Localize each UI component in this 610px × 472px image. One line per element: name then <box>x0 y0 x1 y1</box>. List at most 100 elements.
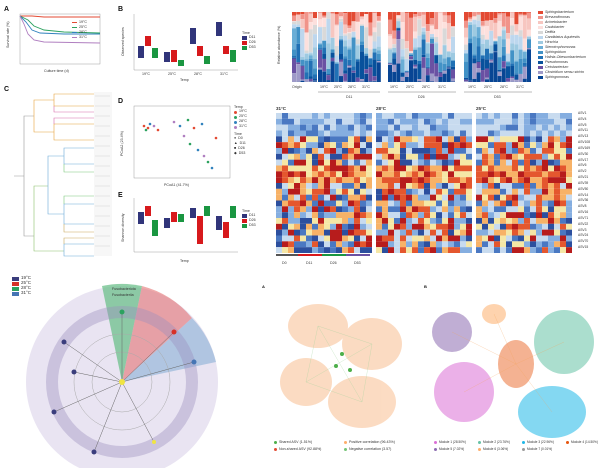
row-label: ASV16 <box>578 210 589 215</box>
heatmap-cell <box>454 229 460 236</box>
heatmap-cell <box>412 142 418 148</box>
heatmap-cell <box>400 223 406 230</box>
heatmap-cell <box>566 171 572 178</box>
stack-segment <box>464 79 468 82</box>
heatmap-cell <box>400 165 406 172</box>
stack-segment <box>417 81 422 82</box>
heatmap-cell <box>276 183 282 189</box>
stack-segment <box>514 24 519 32</box>
stack-segment <box>376 53 381 60</box>
heatmap-cell <box>448 235 454 242</box>
stack-segment <box>343 70 348 74</box>
heatmap-cell <box>500 159 506 166</box>
heatmap-cell <box>406 159 412 166</box>
heatmap-cell <box>418 165 424 172</box>
heatmap-cell <box>494 247 500 253</box>
stack-segment <box>308 58 313 61</box>
heatmap-cell <box>324 200 330 207</box>
heatmap-cell <box>388 118 394 125</box>
heatmap-cell <box>506 130 512 137</box>
heatmap-cell <box>394 194 400 201</box>
heatmap-cell <box>460 136 466 143</box>
stack-segment <box>497 20 502 37</box>
stack-segment <box>446 67 451 69</box>
heatmap-cell <box>454 148 460 154</box>
heatmap-cell <box>388 148 394 154</box>
heatmap-cell <box>454 153 460 160</box>
heatmap-cell <box>294 136 300 143</box>
heatmap-cell <box>476 136 482 143</box>
heatmap-cell <box>336 142 342 148</box>
stack-segment <box>364 55 369 70</box>
heatmap-cell <box>448 183 454 189</box>
heatmap-cell <box>312 229 318 236</box>
heatmap-cell <box>442 229 448 236</box>
stack-segment <box>501 55 506 62</box>
heatmap-cell <box>530 188 536 195</box>
heatmap-cell <box>494 142 500 148</box>
stack-segment <box>506 53 510 62</box>
heatmap-cell <box>530 212 536 218</box>
stack-segment <box>296 64 301 82</box>
heatmap-cell <box>560 177 566 183</box>
heatmap-cell <box>324 159 330 166</box>
heatmap-cell <box>388 171 394 178</box>
heatmap-cell <box>500 235 506 242</box>
heatmap-cell <box>400 153 406 160</box>
heatmap-cell <box>394 130 400 137</box>
heatmap-cell <box>488 212 494 218</box>
heatmap-cell <box>376 142 382 148</box>
heatmap-cell <box>388 206 394 213</box>
stack-segment <box>446 51 451 57</box>
stack-segment <box>413 31 418 38</box>
heatmap-cell <box>324 229 330 236</box>
heatmap-cell <box>348 136 354 143</box>
heatmap-cell <box>494 153 500 160</box>
heatmap-cell <box>488 206 494 213</box>
heatmap-cell <box>348 124 354 131</box>
heatmap-cell <box>494 235 500 242</box>
heatmap-cell <box>500 113 506 119</box>
stack-segment <box>372 48 377 53</box>
heatmap-cell <box>288 118 294 125</box>
stack-segment <box>493 40 498 42</box>
stack-segment <box>417 12 422 17</box>
stack-segment <box>510 63 515 66</box>
heatmap-cell <box>376 113 382 119</box>
heatmap-cell <box>336 171 342 178</box>
stack-segment <box>476 61 481 69</box>
stack-segment <box>468 38 473 43</box>
legend-label: 19°C <box>79 19 88 24</box>
heatmap-cell <box>542 113 548 119</box>
legend-item: Cetobacterium <box>538 65 586 70</box>
heatmap-cell <box>354 212 360 218</box>
stack-segment <box>518 49 523 59</box>
section-label: 25°C <box>476 106 487 111</box>
stack-segment <box>296 27 301 44</box>
heatmap-cell <box>554 223 560 230</box>
heatmap-cell <box>430 206 436 213</box>
row-label: ASV1 <box>578 111 587 115</box>
legend-swatch <box>538 65 543 70</box>
heatmap-cell <box>424 113 430 119</box>
stack-segment <box>501 13 506 27</box>
heatmap-cell <box>494 200 500 207</box>
heatmap-cell <box>354 171 360 178</box>
stack-segment <box>313 59 317 69</box>
heatmap-cell <box>366 183 372 189</box>
heatmap-cell <box>506 206 512 213</box>
heatmap-cell <box>542 171 548 178</box>
heatmap-cell <box>388 188 394 195</box>
heatmap-cell <box>560 159 566 166</box>
stack-segment <box>404 41 409 49</box>
heatmap-cell <box>560 200 566 207</box>
legend-item: 31°C <box>234 125 247 130</box>
heatmap-cell <box>348 194 354 201</box>
heatmap-cell <box>560 142 566 148</box>
heatmap-cell <box>524 142 530 148</box>
heatmap-cell <box>276 177 282 183</box>
heatmap-cell <box>354 165 360 172</box>
stack-segment <box>527 36 531 37</box>
stack-segment <box>468 43 473 81</box>
heatmap-cell <box>466 183 472 189</box>
